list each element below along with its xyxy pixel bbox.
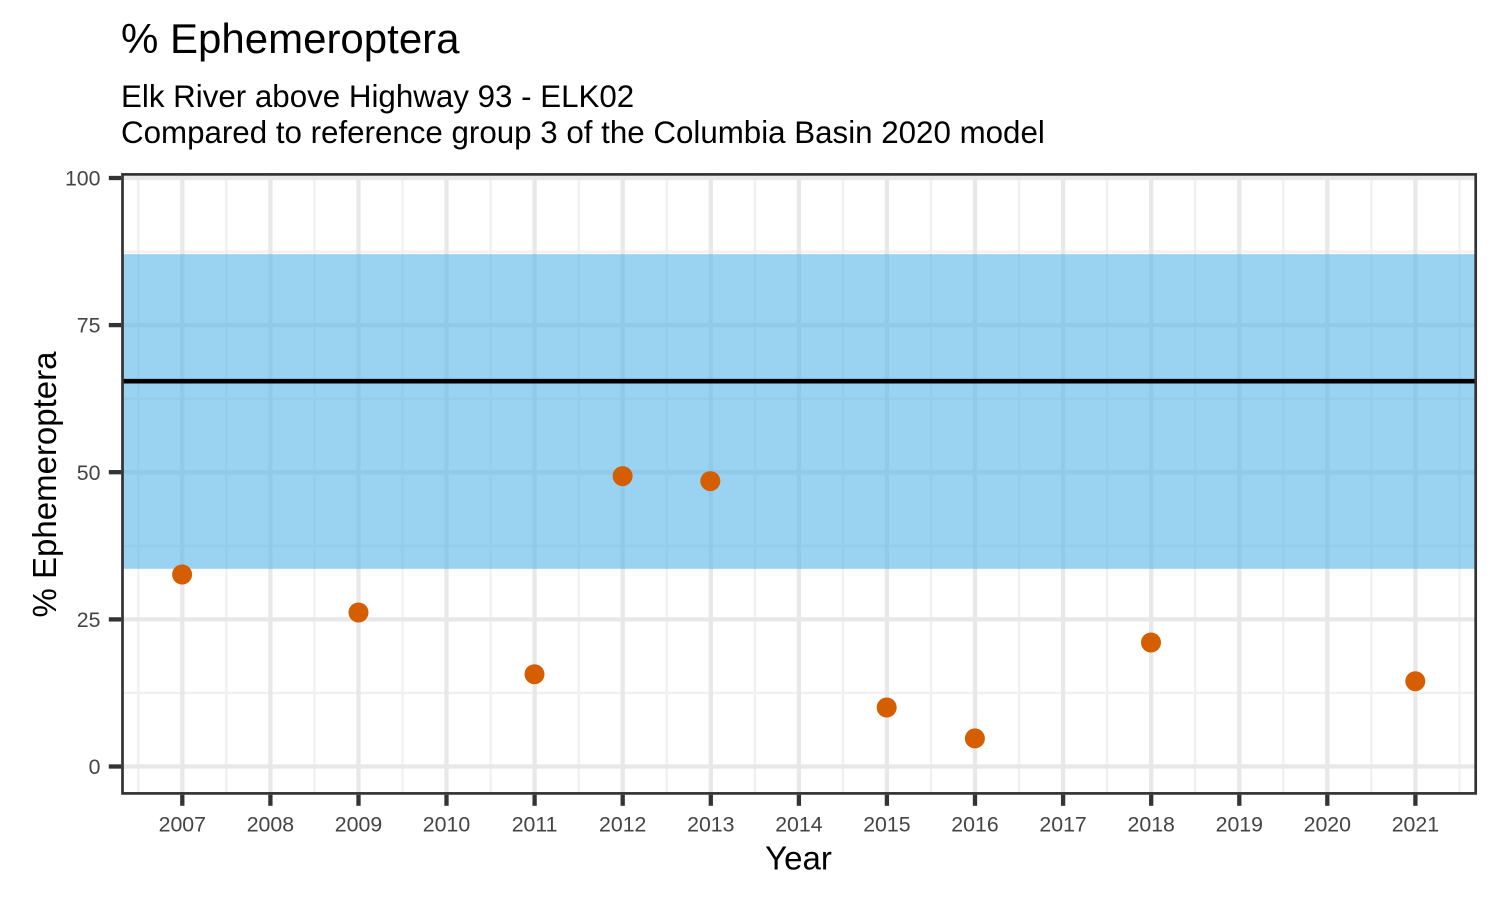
svg-text:Year: Year [765, 840, 832, 877]
svg-text:% Ephemeroptera: % Ephemeroptera [121, 15, 460, 62]
svg-text:75: 75 [77, 314, 101, 338]
svg-text:Compared to reference group 3: Compared to reference group 3 of the Col… [121, 115, 1045, 150]
svg-text:2010: 2010 [423, 812, 471, 836]
svg-text:25: 25 [77, 608, 101, 632]
svg-text:2009: 2009 [335, 812, 382, 836]
svg-text:2021: 2021 [1392, 812, 1439, 836]
svg-text:2015: 2015 [863, 812, 910, 836]
svg-text:2014: 2014 [775, 812, 823, 836]
svg-text:2018: 2018 [1128, 812, 1175, 836]
svg-text:100: 100 [65, 167, 101, 191]
svg-text:50: 50 [77, 461, 101, 485]
svg-text:2007: 2007 [159, 812, 206, 836]
svg-text:0: 0 [89, 755, 101, 779]
svg-text:2016: 2016 [951, 812, 998, 836]
svg-text:Elk River above Highway 93 - E: Elk River above Highway 93 - ELK02 [121, 79, 634, 114]
svg-text:2012: 2012 [599, 812, 646, 836]
svg-text:2020: 2020 [1304, 812, 1352, 836]
svg-text:2011: 2011 [512, 812, 558, 836]
svg-text:2019: 2019 [1216, 812, 1263, 836]
svg-text:2008: 2008 [247, 812, 294, 836]
svg-text:2017: 2017 [1039, 812, 1086, 836]
svg-text:% Ephemeroptera: % Ephemeroptera [26, 351, 63, 618]
svg-text:2013: 2013 [687, 812, 734, 836]
